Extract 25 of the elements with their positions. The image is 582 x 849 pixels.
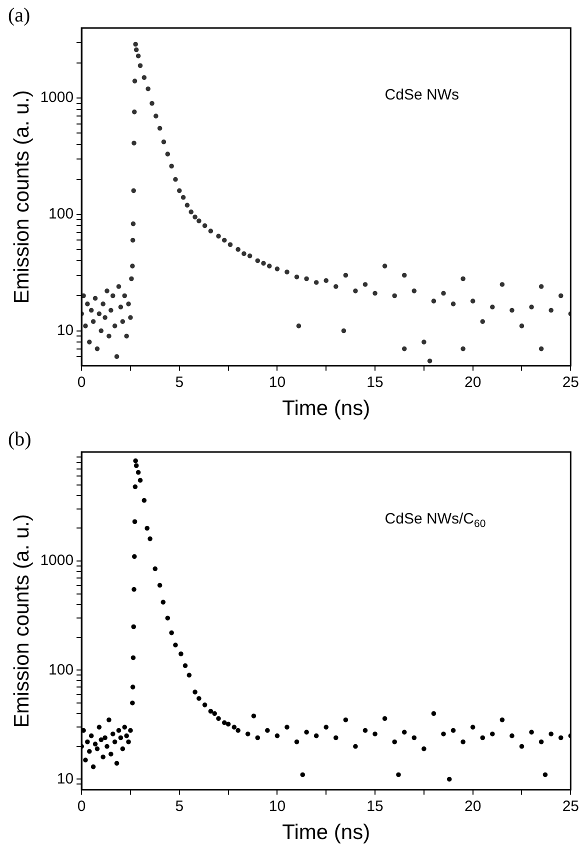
x-tick-label: 10 [268,374,286,391]
y-tick-label: 100 [48,206,74,223]
y-tick-label: 100 [48,661,74,678]
y-tick-label: 10 [56,322,74,339]
x-tick-label: 20 [464,374,482,391]
annotation: CdSe NWs [384,86,459,104]
x-tick-label: 5 [175,374,184,391]
x-axis-title: Time (ns) [282,821,370,844]
x-tick-label: 5 [175,798,184,815]
x-axis-title: Time (ns) [282,397,370,420]
x-tick-label: 25 [562,374,579,391]
y-tick-label: 10 [56,770,74,788]
x-tick-label: 15 [366,374,384,391]
x-tick-label: 25 [562,798,579,815]
chart-title: (b) [8,428,32,450]
x-tick-label: 0 [77,798,86,815]
x-tick-label: 10 [268,798,286,815]
y-axis-title: Emission counts (a. u.) [10,90,34,304]
chart-title: (a) [8,4,30,26]
x-tick-label: 20 [464,798,482,815]
x-tick-label: 15 [366,798,384,815]
y-tick-label: 1000 [40,89,74,106]
y-tick-label: 1000 [40,552,74,570]
x-tick-label: 0 [77,374,86,391]
y-axis-title: Emission counts (a. u.) [10,514,34,728]
